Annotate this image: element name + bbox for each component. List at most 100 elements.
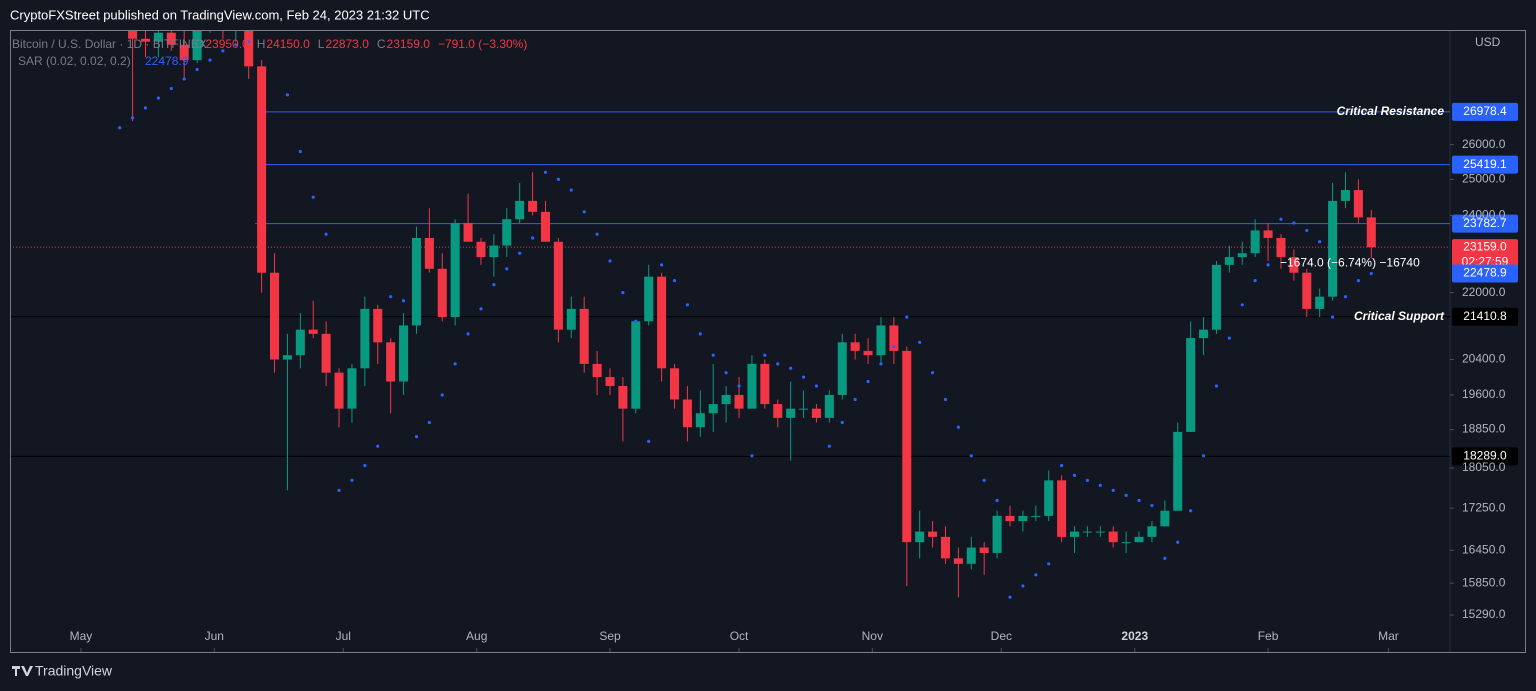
sar-dot (582, 210, 586, 214)
candle-body (1005, 515, 1015, 522)
y-tick-label: 22000.0 (1462, 285, 1506, 299)
candle-body (128, 31, 138, 39)
sar-dot (737, 384, 741, 388)
candle-body (863, 350, 873, 356)
candle-body (979, 547, 989, 553)
candle-body (953, 558, 963, 564)
x-tick-label: 2023 (1121, 629, 1148, 643)
legend-value: 23159.0 (387, 37, 431, 51)
level-label-box (1452, 447, 1518, 466)
candle-body (592, 363, 602, 378)
sar-dot (195, 67, 199, 72)
sar-dot (1369, 271, 1373, 276)
candle-body (282, 355, 292, 360)
legend-value: 24150.0 (266, 37, 310, 51)
sar-dot (143, 106, 148, 110)
candle-body (1224, 257, 1234, 265)
y-tick-label: 17250.0 (1462, 500, 1506, 514)
candle-body (295, 329, 305, 356)
legend-value: 23950.0 (205, 37, 249, 51)
sar-dot (1356, 279, 1360, 283)
candle-body (179, 44, 189, 61)
sar-dot (698, 332, 702, 336)
candle-body (682, 399, 692, 428)
candle-body (192, 31, 202, 61)
candle-body (153, 32, 163, 42)
candle-body (1353, 190, 1363, 218)
candle-body (463, 222, 473, 242)
candle-body (411, 237, 421, 326)
candle-body (579, 308, 589, 364)
y-tick-label: 25000.0 (1462, 172, 1506, 186)
sar-dot (1292, 221, 1296, 225)
candle-body (1121, 542, 1131, 544)
legend-prefix: O (195, 37, 204, 51)
candle-body (566, 308, 576, 330)
sar-dot (492, 283, 496, 287)
sar-dot (1021, 584, 1025, 588)
y-tick-label: 16450.0 (1462, 542, 1506, 556)
candle-body (334, 372, 344, 409)
candle-body (1250, 230, 1260, 254)
candle-body (837, 342, 847, 395)
candle-body (489, 245, 499, 258)
sar-dot (905, 315, 909, 319)
legend-indicator: SAR (0.02, 0.02, 0.2) (18, 54, 131, 68)
sar-dot (969, 454, 973, 458)
x-tick-label: Jun (205, 629, 224, 643)
candle-body (1237, 253, 1247, 258)
candle-body (386, 342, 396, 382)
sar-dot (363, 463, 367, 468)
y-tick-label: 15850.0 (1462, 575, 1506, 589)
sar-dot (247, 40, 251, 44)
candle-body (1340, 190, 1350, 201)
sar-dot (169, 86, 173, 91)
legend: O 23950.0 H 24150.0 L 22873.0 C 23159.0 −791.0 (… (195, 37, 527, 51)
sar-dot (376, 444, 380, 448)
candle-body (799, 408, 809, 410)
candle-body (553, 241, 563, 330)
sar-dot (1240, 303, 1244, 307)
sar-dot (401, 299, 406, 303)
candle-body (786, 408, 796, 418)
legend-prefix: C (377, 37, 386, 51)
legend-indicator-value: 22478.9 (145, 54, 189, 68)
footer-logo: TradingView (12, 663, 113, 679)
sar-dot (350, 478, 354, 482)
candle-body (708, 404, 718, 414)
candle-body (1095, 531, 1105, 533)
sar-dot (750, 454, 754, 458)
candle-body (928, 531, 938, 537)
sar-dot (1318, 240, 1322, 244)
candle-body (760, 363, 770, 405)
candle-body (540, 211, 550, 242)
sar-dot (660, 263, 664, 267)
sar-dot (1279, 217, 1283, 221)
sar-dot (543, 170, 548, 174)
level-label-box (1452, 214, 1518, 233)
sar-dot (130, 116, 135, 120)
candle-body (257, 66, 267, 273)
sar-dot (1098, 483, 1102, 487)
candle-body (1173, 431, 1183, 511)
sar-dot (1266, 263, 1270, 267)
sar-dot (311, 195, 315, 199)
candle-body (502, 219, 512, 246)
x-tick-label: Feb (1258, 629, 1279, 643)
candle-body (850, 342, 860, 351)
sar-dot (995, 498, 999, 503)
sar-dot (711, 353, 715, 357)
candle-body (721, 394, 731, 405)
y-tick-label: 26000.0 (1462, 137, 1506, 151)
y-tick-label: 20400.0 (1462, 352, 1506, 366)
level-label-box (1452, 307, 1518, 326)
candle-body (1031, 515, 1041, 517)
candle-body (1328, 200, 1338, 297)
sar-dot (427, 420, 431, 425)
sar-label-box (1452, 264, 1518, 283)
y-tick-label: 19600.0 (1462, 387, 1506, 401)
sar-dot (943, 397, 948, 402)
sar-dot (1330, 315, 1335, 319)
legend-prefix: L (318, 37, 325, 51)
y-tick-label: 24000.0 (1462, 208, 1506, 222)
